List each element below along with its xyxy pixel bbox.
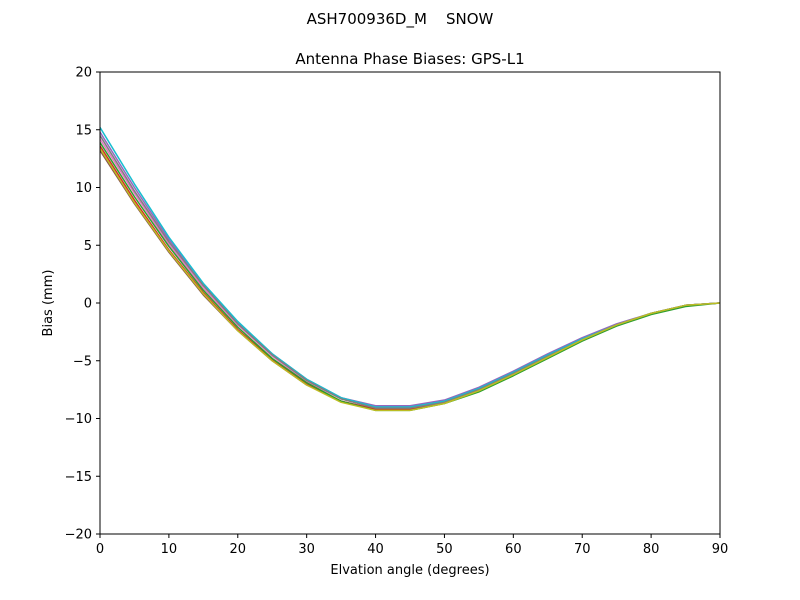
y-tick-label: −10 [65,412,92,427]
chart-title: Antenna Phase Biases: GPS-L1 [295,50,524,68]
x-tick-label: 0 [96,542,104,557]
x-axis-label: Elvation angle (degrees) [330,563,489,578]
x-tick-label: 20 [230,542,247,557]
y-tick-label: −5 [73,354,92,369]
x-tick-label: 60 [505,542,522,557]
x-tick-label: 90 [712,542,729,557]
y-tick-label: 20 [75,66,92,81]
x-tick-label: 30 [298,542,315,557]
plot-frame [99,71,721,535]
y-tick-label: 15 [75,123,92,138]
series-line-6 [100,135,720,409]
y-tick-label: 5 [84,239,92,254]
y-axis: −20 −15 −10 −5 0 5 10 15 20 [65,66,100,543]
figure-suptitle: ASH700936D_M SNOW [307,10,494,29]
x-tick-label: 80 [643,542,660,557]
y-tick-label: 0 [84,297,92,312]
x-tick-label: 50 [436,542,453,557]
series-line-4 [100,127,720,408]
x-tick-label: 40 [367,542,384,557]
y-axis-label: Bias (mm) [41,270,56,337]
y-tick-label: −15 [65,470,92,485]
series-line-5 [100,142,720,412]
y-tick-label: 10 [75,181,92,196]
series-line-7 [100,147,720,412]
y-tick-label: −20 [65,528,92,543]
x-axis: 0 10 20 30 40 50 60 70 80 90 [96,534,728,557]
x-tick-label: 10 [161,542,178,557]
series-layer [100,127,720,412]
x-tick-label: 70 [574,542,591,557]
plot-area [100,127,720,412]
